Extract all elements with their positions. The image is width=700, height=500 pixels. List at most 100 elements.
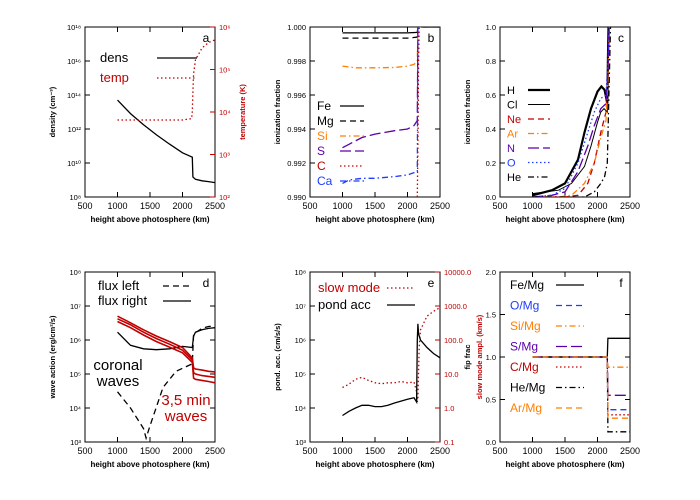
legend-label: N — [507, 143, 515, 155]
y-tick-label: 0.994 — [287, 125, 306, 134]
y-axis-label: ionization fraction — [273, 79, 282, 144]
y-tick-label: 10¹² — [68, 125, 82, 134]
legend-label: Ne — [507, 114, 521, 126]
series-line-unlabeled-3 — [117, 318, 215, 379]
y-right-tick-label: 10000.0 — [444, 268, 471, 277]
series-line-c — [416, 27, 440, 197]
x-tick-label: 2500 — [620, 201, 640, 211]
panel-label: c — [618, 31, 624, 45]
y-tick-label: 10¹⁶ — [67, 57, 81, 66]
series-line-si-mg — [532, 356, 630, 368]
panel-d: 500 1000 1500 2000 2500 height above photosph… — [48, 268, 225, 469]
y-axis-label: ionization fraction — [463, 79, 472, 144]
legend-label: Cl — [507, 100, 517, 112]
series-line-flux-right — [117, 327, 215, 351]
y-tick-label: 0.8 — [486, 57, 496, 66]
series-line-temp — [117, 39, 215, 121]
x-axis-label: height above photosphere (km) — [90, 460, 209, 469]
legend-label: S — [317, 144, 325, 158]
x-axis-label: height above photosphere (km) — [505, 460, 624, 469]
series-line-dens — [117, 99, 215, 184]
annotation-text: 3,5 min — [161, 392, 210, 409]
y-axis-label: fip frac — [463, 344, 472, 369]
y-tick-label: 10⁸ — [69, 193, 81, 202]
legend-label: Si/Mg — [510, 319, 541, 333]
y-tick-label: 10⁴ — [69, 404, 81, 413]
legend-label: Ca — [317, 174, 333, 188]
legend-label: flux left — [98, 278, 140, 293]
y-tick-label: 10⁸ — [69, 268, 81, 277]
series-line-cl — [532, 27, 609, 195]
panel-f: 500 1000 1500 2000 2500 height above photosph… — [463, 268, 640, 469]
x-tick-label: 500 — [492, 446, 507, 456]
legend-label: slow mode — [318, 280, 380, 295]
x-axis-label: height above photosphere (km) — [315, 215, 434, 224]
panel-label: f — [619, 276, 623, 290]
y-tick-label: 10⁵ — [70, 370, 81, 379]
y-tick-label: 0.5 — [486, 396, 496, 405]
y-right-tick-label: 10³ — [219, 151, 230, 160]
x-tick-label: 2500 — [205, 201, 225, 211]
series-line-s-mg — [532, 356, 630, 396]
y-right-tick-label: 10.0 — [444, 370, 459, 379]
y-tick-label: 10¹⁴ — [67, 91, 81, 100]
x-tick-label: 1500 — [555, 446, 575, 456]
y-right-tick-label: 100.0 — [444, 336, 463, 345]
x-axis-label: height above photosphere (km) — [90, 215, 209, 224]
y-tick-label: 0.4 — [486, 125, 496, 134]
annotation-text: coronal — [93, 357, 142, 374]
y-tick-label: 0.998 — [287, 57, 306, 66]
x-tick-label: 2000 — [397, 201, 417, 211]
y-tick-label: 0.0 — [486, 193, 496, 202]
y-axis-label: density (cm⁻³) — [48, 86, 57, 137]
y-tick-label: 2.0 — [486, 268, 496, 277]
x-tick-label: 2000 — [397, 446, 417, 456]
panel-label: b — [428, 31, 435, 45]
x-tick-label: 1500 — [555, 201, 575, 211]
x-tick-label: 1000 — [522, 446, 542, 456]
series-line-ca — [342, 27, 440, 184]
x-tick-label: 2500 — [620, 446, 640, 456]
x-tick-label: 1000 — [107, 446, 127, 456]
legend-label: pond acc — [318, 297, 371, 312]
y-tick-label: 0.2 — [486, 159, 496, 168]
x-tick-label: 2000 — [587, 201, 607, 211]
series-line-slow-mode — [342, 307, 440, 403]
x-tick-label: 2500 — [430, 446, 450, 456]
y-tick-label: 0.992 — [287, 159, 306, 168]
x-tick-label: 2000 — [172, 446, 192, 456]
series-line-he-mg — [532, 356, 630, 433]
x-tick-label: 1000 — [522, 201, 542, 211]
series-line-n — [532, 27, 610, 197]
x-tick-label: 1000 — [332, 201, 352, 211]
y-right-tick-label: 1000.0 — [444, 302, 467, 311]
x-tick-label: 500 — [492, 201, 507, 211]
y-tick-label: 0.996 — [287, 91, 306, 100]
y-axis-label: wave action (erg/cm²/s) — [48, 315, 57, 399]
y-tick-label: 0.990 — [287, 193, 306, 202]
legend-label: S/Mg — [510, 340, 538, 354]
y-right-tick-label: 1.0 — [444, 404, 454, 413]
y-axis-label: pond. acc. (cm/s/s) — [273, 323, 282, 391]
x-tick-label: 2000 — [172, 201, 192, 211]
legend-label: H — [507, 85, 515, 97]
x-tick-label: 1500 — [140, 446, 160, 456]
x-tick-label: 1000 — [107, 201, 127, 211]
y-tick-label: 1.0 — [486, 353, 496, 362]
x-tick-label: 500 — [302, 446, 317, 456]
x-tick-label: 1500 — [365, 446, 385, 456]
series-line-h — [532, 27, 611, 197]
panel-c: 500 1000 1500 2000 2500 height above photosph… — [463, 23, 640, 224]
series-line-fe — [342, 27, 440, 34]
annotation-text: waves — [164, 408, 208, 425]
legend-label: Ar/Mg — [510, 401, 542, 415]
panel-a: 500 1000 1500 2000 2500 height above photosph… — [48, 23, 247, 224]
y-tick-label: 1.000 — [287, 23, 306, 32]
y-tick-label: 10⁷ — [70, 302, 81, 311]
y-tick-label: 10⁶ — [70, 336, 81, 345]
y-right-tick-label: 10⁵ — [219, 66, 230, 75]
series-line-unlabeled-2 — [117, 315, 215, 373]
x-tick-label: 1500 — [365, 201, 385, 211]
y-tick-label: 1.0 — [486, 23, 496, 32]
y-tick-label: 1.5 — [486, 311, 496, 320]
